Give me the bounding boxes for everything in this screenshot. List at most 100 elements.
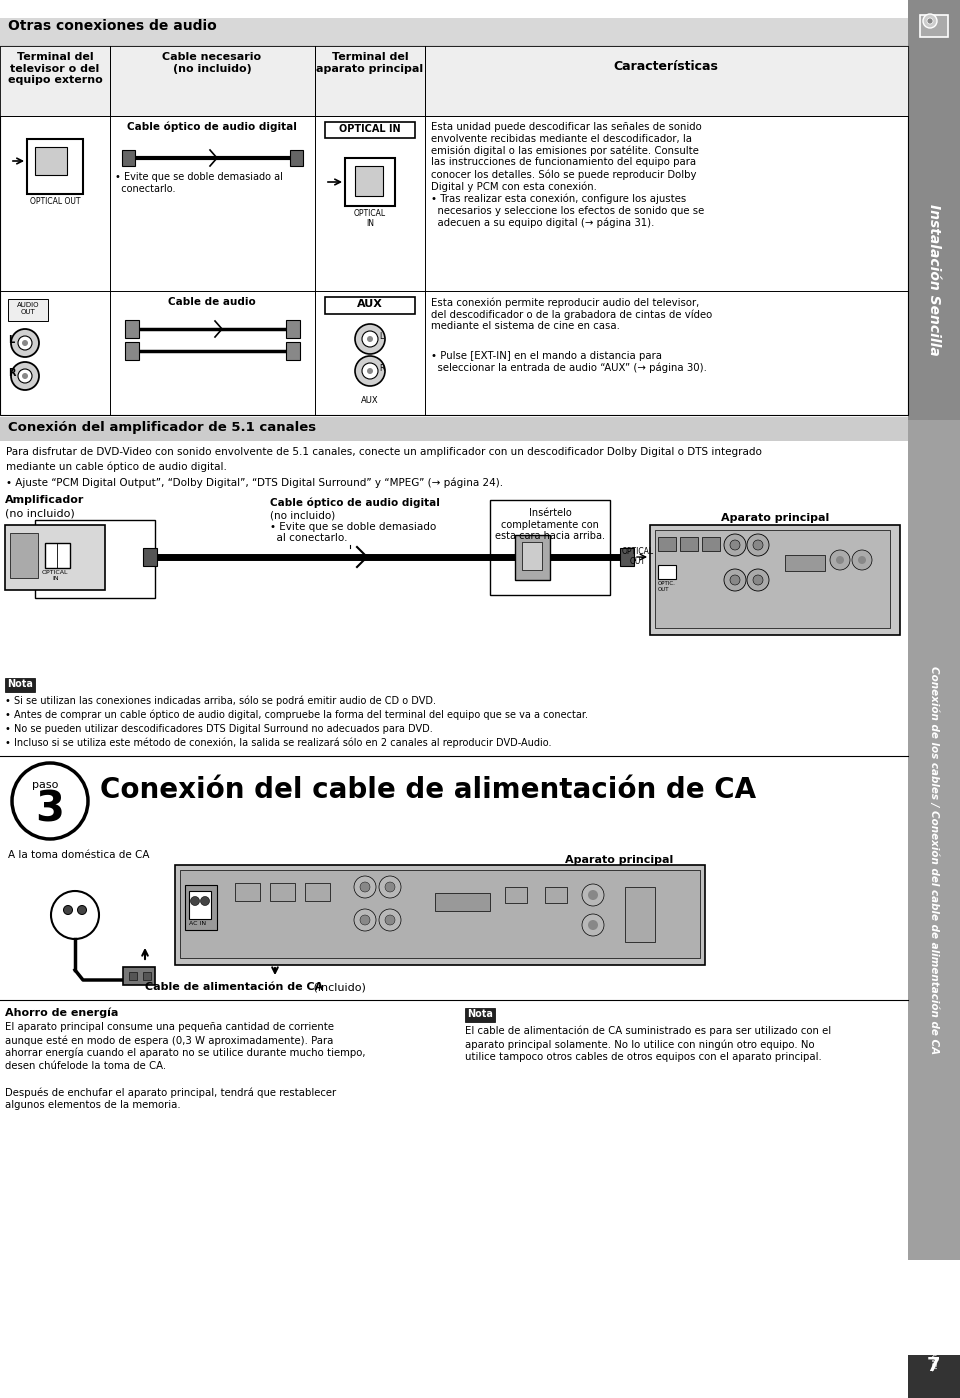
Circle shape [747,534,769,556]
Text: Nota: Nota [7,679,33,689]
Circle shape [379,877,401,898]
Text: AC IN: AC IN [189,921,206,925]
Text: • Pulse [EXT-IN] en el mando a distancia para
  seleccionar la entrada de audio : • Pulse [EXT-IN] en el mando a distancia… [431,351,707,373]
Bar [27,138,83,194]
Circle shape [18,369,32,383]
Circle shape [753,575,763,584]
Bar [185,885,217,930]
Text: Terminal del
aparato principal: Terminal del aparato principal [317,52,423,74]
Bar [0,18,908,46]
Circle shape [385,882,395,892]
Circle shape [367,336,373,343]
Circle shape [927,18,933,24]
Text: (no incluido)
• Evite que se doble demasiado
  al conectarlo.: (no incluido) • Evite que se doble demas… [270,510,436,544]
Circle shape [830,549,850,570]
Bar [908,419,960,1260]
Bar [908,0,960,419]
Bar [355,166,383,196]
Circle shape [11,329,39,356]
Text: Cable de alimentación de CA: Cable de alimentación de CA [145,981,324,993]
Circle shape [730,540,740,549]
Text: Aparato principal: Aparato principal [565,856,673,865]
Bar [5,526,105,590]
Text: Conexión de los cables / Conexión del cable de alimentación de CA: Conexión de los cables / Conexión del ca… [929,665,939,1054]
Bar [286,320,300,338]
Bar [522,542,542,570]
Text: OPTICAL
IN: OPTICAL IN [42,570,68,580]
Text: • Antes de comprar un cable óptico de audio digital, compruebe la forma del term: • Antes de comprar un cable óptico de au… [5,710,588,720]
Circle shape [354,909,376,931]
Bar [35,520,155,598]
Circle shape [858,556,866,563]
Bar [785,555,825,570]
Bar [10,533,38,577]
Text: Después de enchufar el aparato principal, tendrá que restablecer: Después de enchufar el aparato principal… [5,1088,336,1097]
Bar [325,296,415,315]
Bar [680,537,698,551]
Circle shape [852,549,872,570]
Text: Otras conexiones de audio: Otras conexiones de audio [8,20,217,34]
Bar [490,500,610,596]
Circle shape [51,891,99,939]
Text: AUX: AUX [357,299,383,309]
Bar [286,343,300,361]
Text: OPTIC.
OUT: OPTIC. OUT [658,582,676,591]
Text: Conexión del cable de alimentación de CA: Conexión del cable de alimentación de CA [100,776,756,804]
Circle shape [354,877,376,898]
Text: 7: 7 [927,1356,941,1376]
Bar [435,893,490,911]
Circle shape [201,896,209,906]
Text: 3: 3 [36,788,64,830]
Bar [125,343,139,361]
Bar [35,147,67,175]
Text: Instalación Sencilla: Instalación Sencilla [927,204,941,356]
Circle shape [582,914,604,937]
Text: RQTX0135: RQTX0135 [930,1295,936,1332]
Text: (incluido): (incluido) [310,981,366,993]
Bar [0,417,908,440]
Text: Cable de audio: Cable de audio [168,296,256,308]
Text: El cable de alimentación de CA suministrado es para ser utilizado con el: El cable de alimentación de CA suministr… [465,1026,831,1036]
Text: Características: Características [613,60,718,73]
Circle shape [22,373,28,379]
Text: Para disfrutar de DVD-Video con sonido envolvente de 5.1 canales, conecte un amp: Para disfrutar de DVD-Video con sonido e… [6,447,762,457]
Bar [908,1355,960,1398]
Circle shape [367,368,373,375]
Text: OPTICAL IN: OPTICAL IN [339,124,401,134]
Bar [143,548,157,566]
Text: El aparato principal consume una pequeña cantidad de corriente: El aparato principal consume una pequeña… [5,1022,334,1032]
Circle shape [379,909,401,931]
Circle shape [18,336,32,350]
Text: • No se pueden utilizar descodificadores DTS Digital Surround no adecuados para : • No se pueden utilizar descodificadores… [5,724,433,734]
Bar [465,1008,495,1022]
Bar [290,150,303,166]
Bar [920,15,948,36]
Text: Nota: Nota [467,1009,492,1019]
Bar [143,972,151,980]
Text: • Evite que se doble demasiado al
  conectarlo.: • Evite que se doble demasiado al conect… [115,172,283,193]
Circle shape [78,906,86,914]
Text: Insértelo
completamente con
esta cara hacia arriba.: Insértelo completamente con esta cara ha… [495,507,605,541]
Circle shape [582,884,604,906]
Circle shape [360,882,370,892]
Bar [175,865,705,965]
Text: Amplificador: Amplificador [5,495,84,505]
Bar [45,542,70,568]
Text: desen chúfelode la toma de CA.: desen chúfelode la toma de CA. [5,1061,166,1071]
Text: AUDIO
OUT: AUDIO OUT [16,302,39,315]
Bar [180,870,700,958]
Circle shape [22,340,28,345]
Bar [702,537,720,551]
Bar [122,150,135,166]
Text: Esta unidad puede descodificar las señales de sonido
envolvente recibidas median: Esta unidad puede descodificar las señal… [431,122,705,228]
Text: Cable necesario
(no incluido): Cable necesario (no incluido) [162,52,261,74]
Text: • Ajuste “PCM Digital Output”, “Dolby Digital”, “DTS Digital Surround” y “MPEG” : • Ajuste “PCM Digital Output”, “Dolby Di… [6,477,503,488]
Bar [5,678,35,692]
Text: Ahorro de energía: Ahorro de energía [5,1008,118,1019]
Text: aparato principal solamente. No lo utilice con ningún otro equipo. No: aparato principal solamente. No lo utili… [465,1039,815,1050]
Text: paso: paso [32,780,59,790]
Circle shape [923,14,937,28]
Bar [315,46,425,116]
Text: Aparato principal: Aparato principal [721,513,829,523]
Circle shape [753,540,763,549]
